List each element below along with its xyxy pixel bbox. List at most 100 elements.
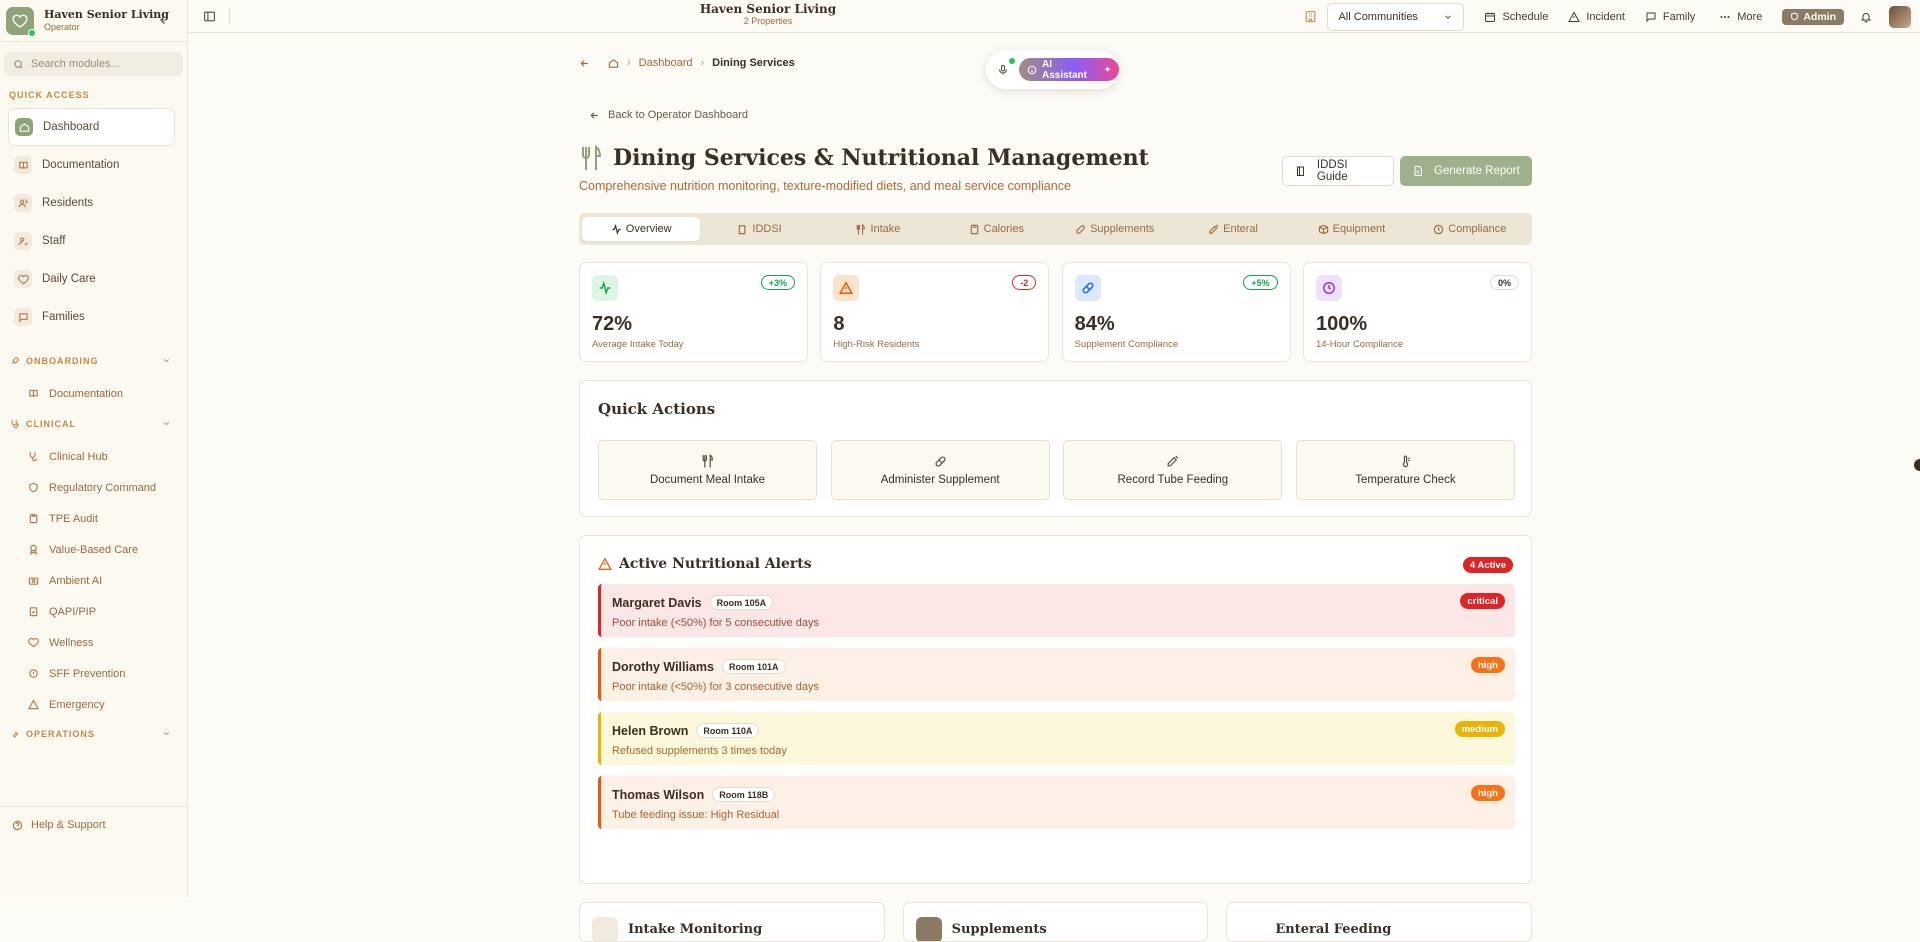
tab-iddsi[interactable]: IDDSI [700,217,818,241]
sidebar-item-ambient-ai[interactable]: Ambient AI [0,565,187,596]
admin-badge[interactable]: Admin [1782,8,1844,25]
user-avatar[interactable] [1889,5,1911,28]
tab-enteral[interactable]: Enteral [1174,217,1292,241]
group-onboarding[interactable]: ONBOARDING [0,350,187,372]
search-placeholder: Search modules... [31,58,120,70]
sidebar-item-families[interactable]: Families [0,298,187,336]
group-label: OPERATIONS [26,729,95,739]
sidebar-item-regulatory-command[interactable]: Regulatory Command [0,472,187,503]
resident-name: Helen Brown [612,723,689,738]
sidebar-item-documentation[interactable]: Documentation [0,146,187,184]
supplements-card[interactable]: Supplements [902,902,1209,942]
sidebar-item-dashboard[interactable]: Dashboard [8,108,175,146]
top-bar: Haven Senior Living 2 Properties All Com… [188,0,1920,33]
sidebar-item-clinical-hub[interactable]: Clinical Hub [0,441,187,472]
record-tube-feeding-button[interactable]: Record Tube Feeding [1063,440,1283,500]
toggle-sidebar-button[interactable] [203,10,216,23]
chevron-down-icon [163,732,170,736]
tab-calories[interactable]: Calories [937,217,1055,241]
breadcrumb-home[interactable] [608,58,619,69]
topbar-subtitle: 2 Properties [743,16,793,26]
ai-assistant-button[interactable]: AI Assistant ✦ [1019,58,1119,81]
intake-monitoring-card[interactable]: Intake Monitoring [579,902,885,942]
sidebar-item-qapi-pip[interactable]: QAPI/PIP [0,596,187,627]
message-icon [1646,12,1656,22]
alert-item[interactable]: Helen Brown Room 110A Refused supplements… [598,712,1515,765]
back-to-dashboard-link[interactable]: Back to Operator Dashboard [589,109,748,121]
administer-supplement-button[interactable]: Administer Supplement [830,440,1050,500]
stat-trend-badge: 0% [1489,275,1519,290]
mic-status-dot [1009,58,1015,64]
incident-label: Incident [1586,10,1625,23]
community-select[interactable]: All Communities [1327,2,1465,31]
calendar-icon [1485,12,1496,22]
sidebar-item-label: Clinical Hub [49,450,108,463]
edge-handle-icon[interactable] [1914,459,1920,471]
quick-action-label: Document Meal Intake [649,474,766,486]
sidebar-item-sff-prevention[interactable]: SFF Prevention [0,658,187,689]
ai-assistant-widget: AI Assistant ✦ [986,50,1119,89]
sidebar-item-staff[interactable]: Staff [0,222,187,260]
group-operations[interactable]: OPERATIONS [0,723,187,745]
sidebar-item-emergency[interactable]: Emergency [0,689,187,720]
tab-intake[interactable]: Intake [819,217,937,241]
more-button[interactable]: More [1719,11,1762,23]
activity-icon [612,223,621,235]
quick-action-label: Temperature Check [1355,473,1456,486]
sidebar-item-wellness[interactable]: Wellness [0,627,187,658]
help-support-link[interactable]: Help & Support [0,806,188,843]
card-title: Intake Monitoring [628,922,763,937]
quick-access-label: QUICK ACCESS [9,90,90,100]
file-text-icon [1414,166,1422,176]
sidebar-item-tpe-audit[interactable]: TPE Audit [0,503,187,534]
breadcrumb-dashboard[interactable]: Dashboard [638,57,693,69]
iddsi-guide-button[interactable]: IDDSI Guide [1282,156,1394,186]
enteral-feeding-card[interactable]: Enteral Feeding [1226,902,1533,942]
notifications-button[interactable] [1860,11,1872,23]
generate-report-button[interactable]: Generate Report [1400,156,1532,186]
users-icon [14,194,32,212]
alert-message: Poor intake (<50%) for 3 consecutive day… [612,681,819,693]
syringe-icon [1209,224,1219,234]
sidebar-item-residents[interactable]: Residents [0,184,187,222]
collapse-sidebar-button[interactable] [157,14,169,26]
microphone-button[interactable] [997,64,1009,76]
bell-icon [1860,12,1872,22]
module-search-input[interactable]: Search modules... [4,52,183,76]
document-meal-intake-button[interactable]: Document Meal Intake [598,440,817,500]
sidebar-item-value-based-care[interactable]: Value-Based Care [0,534,187,565]
temperature-check-button[interactable]: Temperature Check [1295,440,1515,500]
sidebar-item-onboarding-documentation[interactable]: Documentation [0,378,187,409]
alert-item[interactable]: Dorothy Williams Room 101A Poor intake (<… [598,648,1515,701]
shield-alert-icon [29,669,38,678]
incident-button[interactable]: Incident [1568,11,1625,23]
alert-message: Refused supplements 3 times today [612,745,787,757]
sidebar-item-daily-care[interactable]: Daily Care [0,260,187,298]
resident-name: Dorothy Williams [612,659,714,674]
group-label: ONBOARDING [26,356,99,366]
alert-item[interactable]: Margaret Davis Room 105A Poor intake (<50… [598,584,1515,637]
stat-card-14-hour-compliance: 0% 100% 14-Hour Compliance [1302,262,1532,362]
schedule-button[interactable]: Schedule [1484,11,1548,23]
panel-left-icon [204,11,215,22]
tab-overview[interactable]: Overview [582,217,701,241]
back-arrow-button[interactable] [579,58,590,69]
tab-label: Intake [870,223,901,235]
stat-card-supplement-compliance: +5% 84% Supplement Compliance [1061,262,1291,362]
card-title: Supplements [951,922,1047,937]
tab-equipment[interactable]: Equipment [1292,217,1410,241]
shield-icon [29,482,38,493]
family-button[interactable]: Family [1645,11,1695,23]
stethoscope-icon [29,452,37,462]
message-icon [14,308,32,326]
group-clinical[interactable]: CLINICAL [0,413,187,435]
page-title: Dining Services & Nutritional Management [613,145,1149,171]
brand-logo[interactable] [6,6,36,37]
severity-badge: high [1470,785,1505,801]
sidebar-item-label: Wellness [49,636,94,649]
tab-supplements[interactable]: Supplements [1056,217,1174,241]
alert-item[interactable]: Thomas Wilson Room 118B Tube feeding issu… [598,776,1515,829]
tab-compliance[interactable]: Compliance [1411,217,1529,241]
pill-icon [935,455,946,467]
severity-badge: medium [1454,721,1505,737]
